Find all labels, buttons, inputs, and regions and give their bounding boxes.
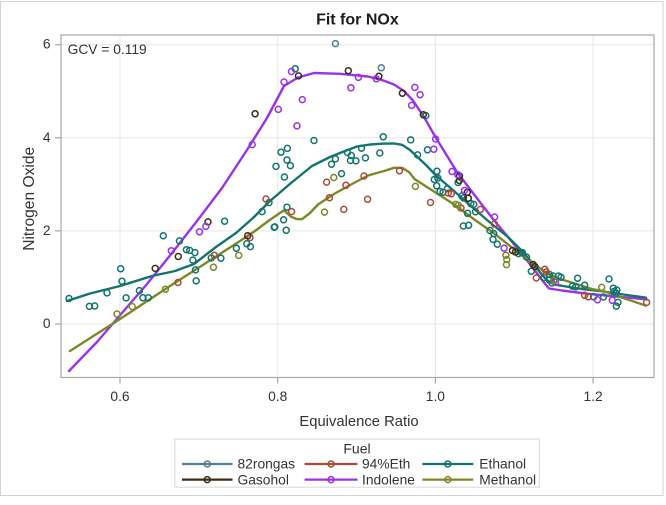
svg-text:82rongas: 82rongas [238,457,296,472]
svg-text:Indolene: Indolene [362,472,415,487]
svg-text:6: 6 [43,37,51,52]
svg-text:2: 2 [43,223,51,238]
svg-text:Methanol: Methanol [479,472,536,487]
svg-text:Fit for NOx: Fit for NOx [316,12,399,29]
svg-text:4: 4 [43,130,51,145]
svg-text:Nitrogen Oxide: Nitrogen Oxide [21,147,38,251]
svg-text:0.8: 0.8 [268,389,288,404]
svg-text:0: 0 [43,316,51,331]
svg-text:Ethanol: Ethanol [479,457,526,472]
svg-text:0.6: 0.6 [110,389,130,404]
svg-text:Equivalence Ratio: Equivalence Ratio [299,414,418,430]
svg-text:1.2: 1.2 [584,389,603,404]
svg-text:Fuel: Fuel [343,441,370,457]
svg-text:Gasohol: Gasohol [238,472,289,487]
svg-text:94%Eth: 94%Eth [362,457,410,472]
svg-text:GCV = 0.119: GCV = 0.119 [68,42,147,57]
svg-text:1.0: 1.0 [426,389,446,404]
